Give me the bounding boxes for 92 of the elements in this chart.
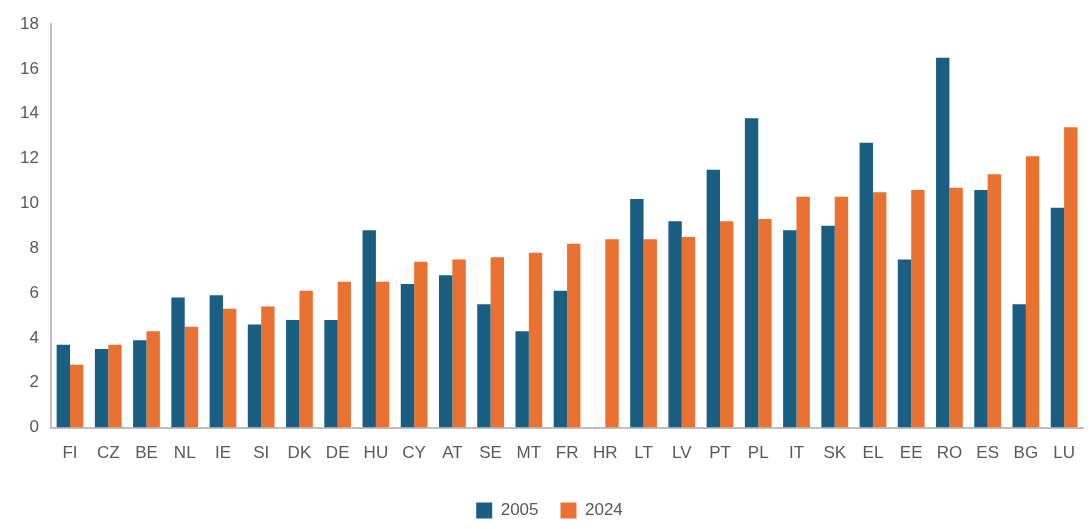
bar [796,196,810,428]
y-tick-label: 14 [19,103,39,123]
x-tick-label: EL [862,443,884,463]
bar [936,57,950,428]
bar [911,189,925,428]
bar [859,142,873,428]
x-tick-label: SK [823,443,847,463]
x-tick-label: DK [287,443,312,463]
bar [987,174,1002,428]
bar [834,196,849,428]
bar [324,319,338,428]
x-tick-label: PT [709,443,731,463]
x-tick-label: SI [253,443,270,463]
bar [605,239,619,428]
y-tick-label: 10 [19,193,39,213]
x-tick-label: IT [788,443,805,463]
bar [452,259,466,428]
x-tick-label: MT [516,443,542,463]
legend-label: 2024 [585,500,623,520]
x-tick-label: AT [442,443,463,463]
bar [872,192,887,428]
x-tick-label: CY [402,443,426,463]
y-tick-label: 4 [29,327,39,347]
bar [630,198,644,428]
bar [897,259,912,428]
bar [94,349,109,428]
x-tick-label: FR [555,443,579,463]
bar [821,225,835,428]
bar [949,187,963,428]
bar [974,189,988,428]
bar [706,169,721,428]
bar [490,257,504,428]
bar [681,237,696,428]
legend-label: 2005 [500,500,539,520]
y-tick-label: 2 [29,372,39,392]
x-tick-label: RO [936,443,963,463]
y-tick-label: 12 [19,148,39,168]
bar [414,261,428,428]
bar [337,281,352,428]
x-tick-label: SE [479,443,502,463]
bar [362,230,376,428]
x-tick-label: LV [672,443,693,463]
x-tick-label: IE [214,443,231,463]
bar [286,319,300,428]
y-tick-label: 0 [29,417,39,437]
x-tick-label: FI [62,443,78,463]
bar [184,326,199,428]
x-tick-label: DE [325,443,350,463]
y-tick-label: 16 [19,58,39,78]
bar [171,297,185,428]
x-tick-label: CZ [96,443,120,463]
bar [643,239,657,428]
x-tick-label: PL [747,443,769,463]
x-tick-label: EE [899,443,923,463]
bar [56,344,71,428]
y-tick-label: 8 [29,237,39,257]
bar [438,275,453,428]
bar [70,364,84,428]
bar [247,324,262,428]
bar [299,290,313,428]
bar [528,252,543,428]
x-tick-label: LT [634,443,653,463]
bar [1064,127,1078,428]
bar [209,295,223,428]
bar [758,219,772,428]
x-tick-label: HU [363,443,389,463]
x-tick-label: NL [173,443,196,463]
bar [515,331,529,428]
bar [133,340,147,428]
bar [1050,207,1065,428]
bar [261,306,275,428]
bar [222,308,237,428]
x-tick-label: BE [135,443,158,463]
bar [108,344,122,428]
bar [400,284,415,428]
y-tick-label: 6 [29,282,39,302]
bar [720,221,734,428]
bar [477,304,491,428]
x-tick-label: ES [976,443,1000,463]
bar [567,243,581,428]
bar [744,118,759,428]
bar [783,230,797,428]
bar [1025,156,1040,428]
bar [668,221,682,428]
bar [553,290,568,428]
bar [375,281,390,428]
y-tick-label: 18 [19,13,39,33]
x-tick-label: BG [1013,443,1039,463]
bar [146,331,160,428]
bar [1012,304,1026,428]
x-tick-label: LU [1053,443,1075,463]
x-tick-label: HR [593,443,618,463]
